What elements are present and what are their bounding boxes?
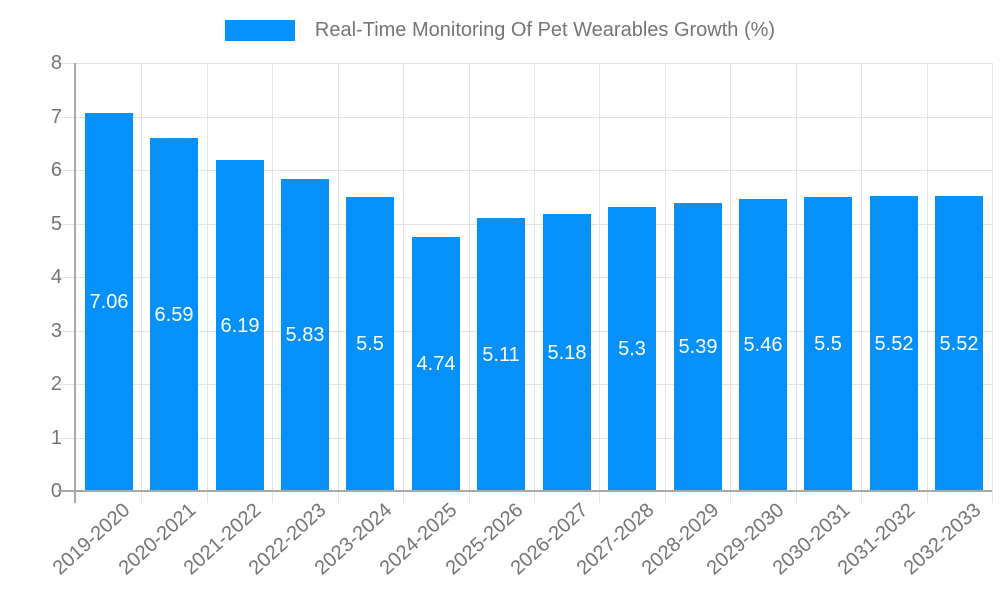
y-tick-label: 5 bbox=[50, 213, 62, 235]
x-grid-line bbox=[599, 63, 600, 503]
x-grid-line bbox=[534, 63, 535, 503]
bar-value-label: 5.52 bbox=[874, 333, 914, 355]
bar-value-label: 5.18 bbox=[547, 342, 587, 364]
y-grid-line bbox=[58, 224, 992, 225]
x-grid-line bbox=[665, 63, 666, 503]
bar[interactable] bbox=[739, 199, 787, 491]
bar-value-label: 5.5 bbox=[814, 333, 842, 355]
x-grid-line bbox=[861, 63, 862, 503]
bar-value-label: 5.83 bbox=[285, 324, 325, 346]
bar[interactable] bbox=[674, 203, 722, 491]
y-grid-line bbox=[58, 277, 992, 278]
bar[interactable] bbox=[150, 138, 198, 491]
chart-legend[interactable]: Real-Time Monitoring Of Pet Wearables Gr… bbox=[0, 16, 1000, 44]
bar-value-label: 5.11 bbox=[482, 344, 520, 366]
y-tick-label: 1 bbox=[50, 427, 62, 449]
bar[interactable] bbox=[281, 179, 329, 491]
bar[interactable] bbox=[346, 197, 394, 491]
legend-label: Real-Time Monitoring Of Pet Wearables Gr… bbox=[314, 19, 776, 41]
x-grid-line bbox=[927, 63, 928, 503]
x-grid-line bbox=[796, 63, 797, 503]
bar-value-label: 6.59 bbox=[154, 304, 194, 326]
y-grid-line bbox=[58, 438, 992, 439]
x-axis-line bbox=[58, 490, 992, 492]
y-tick-label: 2 bbox=[50, 373, 62, 395]
y-tick-label: 6 bbox=[50, 159, 62, 181]
bar-value-label: 5.46 bbox=[743, 334, 783, 356]
bar[interactable] bbox=[216, 160, 264, 491]
y-tick-label: 8 bbox=[50, 52, 62, 74]
bar-value-label: 4.74 bbox=[416, 353, 456, 375]
x-grid-line bbox=[730, 63, 731, 503]
legend-swatch bbox=[224, 19, 295, 41]
y-grid-line bbox=[58, 170, 992, 171]
bar[interactable] bbox=[477, 218, 525, 491]
y-tick-label: 3 bbox=[50, 320, 62, 342]
y-grid-line bbox=[58, 63, 992, 64]
bar[interactable] bbox=[870, 196, 918, 491]
y-grid-line bbox=[58, 384, 992, 385]
bar-value-label: 5.39 bbox=[678, 336, 718, 358]
bar-value-label: 5.3 bbox=[618, 338, 646, 360]
bar-value-label: 6.19 bbox=[220, 315, 260, 337]
y-tick-label: 7 bbox=[50, 106, 62, 128]
y-grid-line bbox=[58, 331, 992, 332]
x-grid-line bbox=[338, 63, 339, 503]
y-tick-label: 0 bbox=[50, 480, 62, 502]
bar-value-label: 7.06 bbox=[89, 291, 129, 313]
bar-value-label: 5.5 bbox=[356, 333, 384, 355]
x-grid-line bbox=[141, 63, 142, 503]
bar-value-label: 5.52 bbox=[939, 333, 979, 355]
y-axis-line bbox=[74, 63, 76, 503]
bar[interactable] bbox=[935, 196, 983, 491]
bar[interactable] bbox=[85, 113, 133, 491]
x-grid-line bbox=[992, 63, 993, 503]
x-grid-line bbox=[207, 63, 208, 503]
x-grid-line bbox=[403, 63, 404, 503]
y-tick-label: 4 bbox=[50, 266, 62, 288]
bar[interactable] bbox=[804, 197, 852, 491]
x-grid-line bbox=[272, 63, 273, 503]
x-grid-line bbox=[469, 63, 470, 503]
bar[interactable] bbox=[543, 214, 591, 491]
y-grid-line bbox=[58, 117, 992, 118]
bar[interactable] bbox=[412, 237, 460, 491]
bar[interactable] bbox=[608, 207, 656, 491]
